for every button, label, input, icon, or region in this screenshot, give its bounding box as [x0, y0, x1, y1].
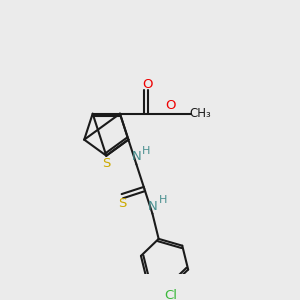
Text: CH₃: CH₃ [190, 107, 211, 120]
Text: S: S [102, 157, 110, 170]
Text: N: N [131, 150, 141, 163]
Text: H: H [142, 146, 150, 156]
Text: N: N [148, 200, 157, 212]
Text: S: S [118, 197, 127, 210]
Text: Cl: Cl [164, 289, 177, 300]
Text: O: O [142, 78, 152, 91]
Text: O: O [165, 99, 176, 112]
Text: H: H [159, 195, 167, 205]
